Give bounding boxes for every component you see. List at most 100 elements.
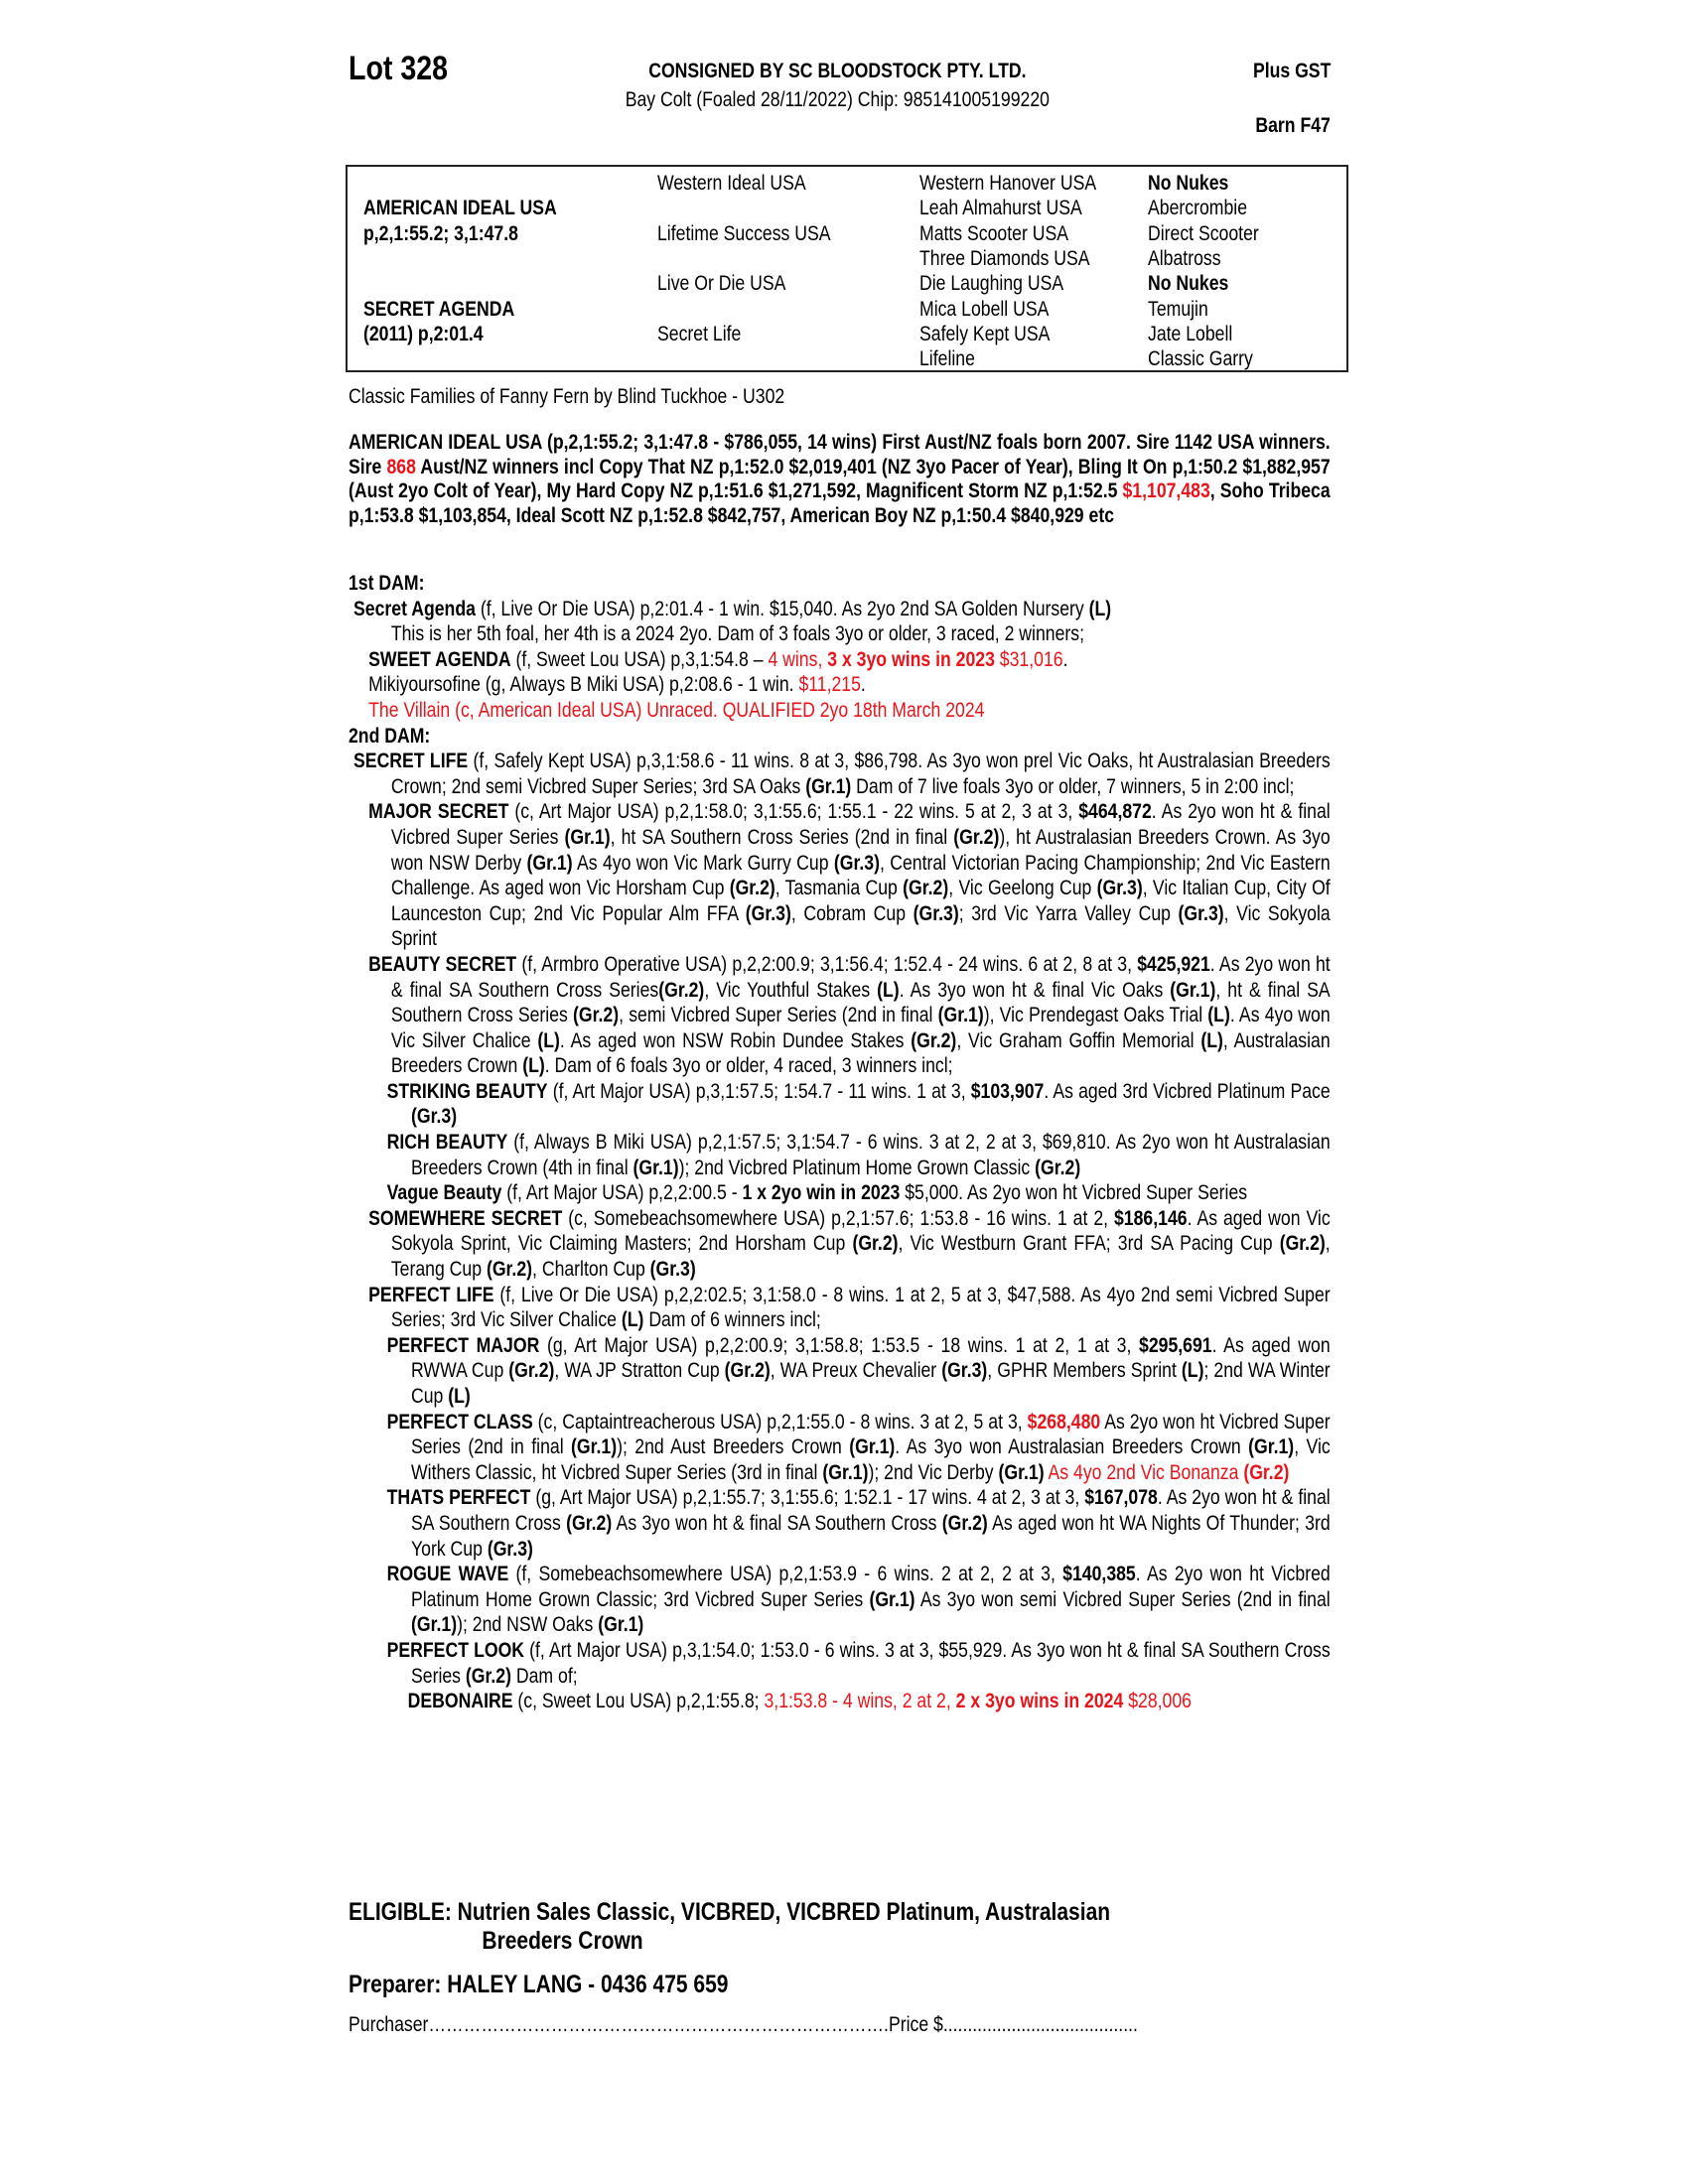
text-run: (Gr.2): [573, 1004, 620, 1027]
consignor: CONSIGNED BY SC BLOODSTOCK PTY. LTD.: [647, 60, 1027, 82]
text-run: (Gr.2): [465, 1664, 511, 1688]
text-run: (L): [1088, 597, 1112, 620]
purchaser-field[interactable]: …………………………………………………………………….: [428, 2013, 889, 2036]
text-run: (Gr.3): [411, 1105, 458, 1129]
pedigree-cell: Jate Lobell: [1148, 322, 1233, 345]
pedigree-cell: AMERICAN IDEAL USA: [363, 197, 557, 220]
text-run: . As 4yo won Vic Silver Chalice: [390, 1004, 1331, 1052]
text-run: $140,385: [1062, 1563, 1136, 1586]
text-run: (Gr.2): [1243, 1460, 1290, 1484]
pedigree-cell: (2011) p,2:01.4: [363, 322, 484, 345]
text-run: ; 3rd Vic Yarra Valley Cup: [958, 901, 1179, 925]
text-run: (L): [537, 1028, 560, 1052]
text-run: , Australasian Breeders Crown: [390, 1028, 1331, 1078]
text-run: , Central Victorian Pacing Championship;…: [390, 851, 1331, 900]
text-run: PERFECT MAJOR: [386, 1333, 540, 1357]
text-run: SWEET AGENDA: [368, 647, 511, 671]
pedigree-cell: p,2,1:55.2; 3,1:47.8: [363, 221, 518, 245]
pedigree-entry: Vague Beauty (f, Art Major USA) p,2,2:00…: [349, 1180, 1331, 1206]
section-heading: 1st DAM:: [349, 571, 1331, 597]
text-run: , WA JP Stratton Cup: [554, 1359, 725, 1383]
text-run: . As 3yo won Australasian Breeders Crown: [895, 1435, 1249, 1459]
pedigree-entry: SWEET AGENDA (f, Sweet Lou USA) p,3,1:54…: [349, 647, 1331, 673]
text-run: (Gr.1): [571, 1435, 618, 1459]
text-run: (f, Art Major USA) p,3,1:54.0; 1:53.0 - …: [411, 1638, 1331, 1688]
text-run: (f, Live Or Die USA) p,2:01.4 - 1 win. $…: [475, 597, 1089, 620]
text-run: (Gr.1): [633, 1156, 679, 1179]
text-run: (c, Somebeachsomewhere USA) p,2,1:57.6; …: [562, 1206, 1115, 1230]
preparer: Preparer: HALEY LANG - 0436 475 659: [349, 1971, 729, 1998]
text-run: , GPHR Members Sprint: [987, 1359, 1182, 1383]
horse-description: Bay Colt (Foaled 28/11/2022) Chip: 98514…: [625, 88, 1050, 111]
text-run: (L): [1207, 1004, 1230, 1027]
text-run: 868: [386, 455, 416, 478]
text-run: , Vic Geelong Cup: [948, 877, 1097, 900]
text-run: (Gr.1): [1248, 1435, 1295, 1459]
text-run: ; 2nd WA Winter Cup: [411, 1359, 1331, 1408]
pedigree-entry: PERFECT CLASS (c, Captaintreacherous USA…: [349, 1410, 1331, 1486]
text-run: (L): [1181, 1359, 1204, 1383]
pedigree-entry: RICH BEAUTY (f, Always B Miki USA) p,2,1…: [349, 1130, 1331, 1180]
text-run: PERFECT LOOK: [386, 1638, 525, 1662]
text-run: Dam of 6 winners incl;: [643, 1308, 821, 1332]
text-run: (Gr.2): [941, 1511, 988, 1535]
text-run: . As 2yo won ht & final Vicbred Super Se…: [390, 800, 1331, 849]
text-run: $425,921: [1137, 952, 1210, 976]
text-run: (f, Always B Miki USA) p,2,1:57.5; 3,1:5…: [411, 1131, 1331, 1179]
text-run: (Gr.1): [869, 1587, 915, 1611]
pedigree-cell: Three Diamonds USA: [919, 246, 1090, 270]
pedigree-cell: Temujin: [1148, 297, 1208, 321]
pedigree-entry: PERFECT LOOK (f, Art Major USA) p,3,1:54…: [349, 1638, 1331, 1689]
text-run: (Gr.3): [1096, 877, 1143, 900]
text-run: SECRET LIFE: [353, 750, 469, 773]
pedigree-entry: PERFECT LIFE (f, Live Or Die USA) p,2,2:…: [349, 1283, 1331, 1333]
text-run: $11,215: [798, 673, 861, 697]
text-run: (Gr.2): [566, 1511, 613, 1535]
text-run: (L): [448, 1385, 471, 1408]
text-run: ROGUE WAVE: [386, 1563, 509, 1586]
text-run: (Gr.2): [729, 877, 775, 900]
text-run: $167,078: [1084, 1486, 1158, 1510]
text-run: This is her 5th foal, her 4th is a 2024 …: [390, 622, 1084, 646]
text-run: 2 x 3yo wins in 2024: [955, 1690, 1124, 1713]
pedigree-cell: Live Or Die USA: [657, 272, 786, 296]
dam-section: 1st DAM: Secret Agenda (f, Live Or Die US…: [349, 571, 1331, 1714]
pedigree-entry: This is her 5th foal, her 4th is a 2024 …: [349, 621, 1331, 647]
text-run: (Gr.3): [649, 1258, 696, 1282]
text-run: (g, Art Major USA) p,2,2:00.9; 3,1:58.8;…: [539, 1333, 1140, 1357]
pedigree-entry: THATS PERFECT (g, Art Major USA) p,2,1:5…: [349, 1485, 1331, 1562]
pedigree-entry: ROGUE WAVE (f, Somebeachsomewhere USA) p…: [349, 1562, 1331, 1638]
text-run: . As 2yo won ht Vicbred Platinum Home Gr…: [411, 1563, 1331, 1611]
pedigree-cell: Albatross: [1148, 246, 1221, 270]
text-run: Dam of 7 live foals 3yo or older, 7 winn…: [851, 774, 1295, 798]
pedigree-entry: PERFECT MAJOR (g, Art Major USA) p,2,2:0…: [349, 1333, 1331, 1410]
pedigree-entry: The Villain (c, American Ideal USA) Unra…: [349, 698, 1331, 724]
text-run: . As aged 3rd Vicbred Platinum Pace: [1044, 1079, 1331, 1103]
sire-paragraph: AMERICAN IDEAL USA (p,2,1:55.2; 3,1:47.8…: [349, 431, 1331, 528]
pedigree-entry: STRIKING BEAUTY (f, Art Major USA) p,3,1…: [349, 1079, 1331, 1130]
text-run: AMERICAN IDEAL USA (p,2,1:55.2; 3,1:47.8…: [349, 431, 1331, 478]
text-run: . As 2yo won ht & final SA Southern Cros…: [390, 952, 1331, 1002]
text-run: (Gr.2): [508, 1359, 555, 1383]
text-run: (Gr.1): [1170, 978, 1216, 1002]
text-run: $31,016: [994, 647, 1063, 671]
text-run: (Gr.2): [953, 825, 1000, 849]
text-run: (Gr.1): [598, 1613, 644, 1637]
text-run: ), Vic Prendegast Oaks Trial: [983, 1004, 1208, 1027]
pedigree-cell: Classic Garry: [1148, 347, 1253, 371]
lot-number: Lot 328: [349, 50, 448, 87]
text-run: , Charlton Cup: [532, 1258, 650, 1282]
pedigree-entry: Mikiyoursofine (g, Always B Miki USA) p,…: [349, 672, 1331, 698]
text-run: .: [1062, 647, 1068, 671]
text-run: , ht SA Southern Cross Series (2nd in fi…: [610, 825, 954, 849]
pedigree-cell: No Nukes: [1148, 272, 1229, 296]
price-field[interactable]: ........................................: [942, 2013, 1138, 2036]
text-run: ); 2nd Aust Breeders Crown: [617, 1435, 850, 1459]
text-run: As 4yo won Vic Mark Gurry Cup: [572, 851, 834, 875]
text-run: ), ht Australasian Breeders Crown. As 3y…: [390, 825, 1331, 875]
text-run: As 2yo won ht Vicbred Super Series (2nd …: [411, 1410, 1331, 1459]
text-run: As 3yo won semi Vicbred Super Series (2n…: [914, 1587, 1331, 1611]
pedigree-entry: SECRET LIFE (f, Safely Kept USA) p,3,1:5…: [349, 749, 1331, 799]
pedigree-cell: Abercrombie: [1148, 197, 1248, 220]
price-label: Price $: [888, 2013, 943, 2036]
